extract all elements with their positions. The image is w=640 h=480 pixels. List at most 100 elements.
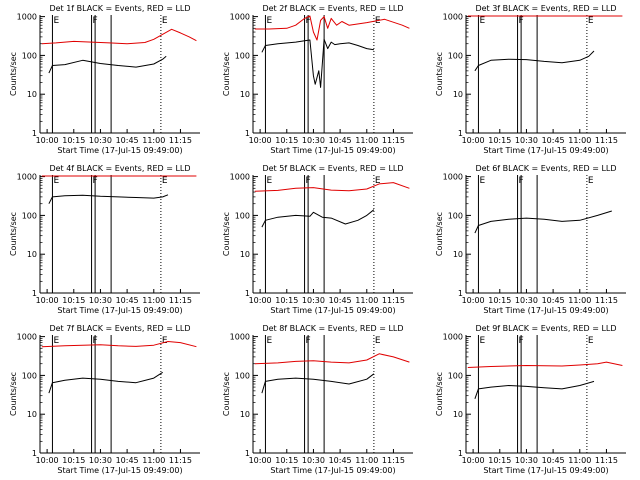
events-series-line <box>474 50 595 72</box>
x-tick-label: 11:00 <box>568 136 591 145</box>
y-tick-label: 10 <box>240 250 250 259</box>
x-tick-label: 10:30 <box>89 296 112 305</box>
time-marker-label: E <box>479 176 485 186</box>
x-tick-label: 11:15 <box>382 296 405 305</box>
y-tick-label: 1000 <box>443 333 463 342</box>
y-tick-label: 1 <box>32 129 37 138</box>
x-tick-label: 10:45 <box>116 296 139 305</box>
events-series-line <box>261 373 375 394</box>
x-tick-label: 10:45 <box>329 456 352 465</box>
events-series-line <box>474 210 612 234</box>
events-series-line <box>48 371 163 394</box>
x-tick-label: 11:15 <box>595 296 618 305</box>
y-tick-label: 1000 <box>230 333 250 342</box>
time-marker-label: E <box>479 336 485 346</box>
y-tick-label: 100 <box>22 211 37 220</box>
events-series-line <box>261 209 375 228</box>
x-tick-label: 10:45 <box>542 136 565 145</box>
x-tick-label: 10:30 <box>302 456 325 465</box>
x-tick-label: 11:00 <box>142 296 165 305</box>
y-axis-label: Counts/sec <box>9 52 18 96</box>
y-tick-label: 1 <box>32 289 37 298</box>
time-marker-label: E <box>375 336 381 346</box>
y-tick-label: 100 <box>448 211 463 220</box>
y-axis-label: Counts/sec <box>435 372 444 416</box>
x-tick-label: 11:15 <box>595 456 618 465</box>
lld-series-line <box>254 182 410 192</box>
x-tick-label: 10:15 <box>275 456 298 465</box>
y-tick-label: 10 <box>27 250 37 259</box>
x-tick-label: 11:00 <box>355 296 378 305</box>
y-axis-label: Counts/sec <box>9 212 18 256</box>
time-marker-label: E <box>375 176 381 186</box>
y-tick-label: 1 <box>458 449 463 458</box>
x-tick-label: 11:15 <box>595 136 618 145</box>
lld-series-line <box>41 28 197 45</box>
x-tick-label: 10:30 <box>515 456 538 465</box>
y-tick-label: 1000 <box>17 173 37 182</box>
x-tick-label: 10:15 <box>62 456 85 465</box>
x-axis-label: Start Time (17-Jul-15 09:49:00) <box>483 306 608 315</box>
events-series-line <box>48 55 167 74</box>
x-tick-label: 10:45 <box>116 136 139 145</box>
chart-title: Det 7f BLACK = Events, RED = LLD <box>49 324 190 333</box>
chart-title: Det 9f BLACK = Events, RED = LLD <box>475 324 616 333</box>
lld-series-line <box>254 15 410 41</box>
x-tick-label: 10:15 <box>488 456 511 465</box>
y-axis-label: Counts/sec <box>222 212 231 256</box>
x-tick-label: 10:45 <box>542 296 565 305</box>
x-axis-label: Start Time (17-Jul-15 09:49:00) <box>270 146 395 155</box>
time-marker-label: E <box>588 16 594 26</box>
y-axis-label: Counts/sec <box>435 52 444 96</box>
chart-panel: Det 6f BLACK = Events, RED = LLD 1 10 100 10… <box>435 164 626 315</box>
time-marker-label: E <box>479 16 485 26</box>
y-tick-label: 1 <box>458 129 463 138</box>
x-tick-label: 11:00 <box>568 296 591 305</box>
x-tick-label: 10:00 <box>462 456 485 465</box>
events-series-line <box>474 380 595 399</box>
x-tick-label: 11:15 <box>382 456 405 465</box>
chart-title: Det 3f BLACK = Events, RED = LLD <box>475 4 616 13</box>
y-tick-label: 10 <box>453 250 463 259</box>
time-marker-label: E <box>53 16 59 26</box>
events-series-line <box>261 38 374 88</box>
y-tick-label: 1 <box>245 129 250 138</box>
chart-panel: Det 4f BLACK = Events, RED = LLD 1 10 100 10… <box>9 164 200 315</box>
y-tick-label: 1 <box>245 289 250 298</box>
time-marker-label: E <box>162 176 168 186</box>
x-tick-label: 11:15 <box>382 136 405 145</box>
x-tick-label: 10:30 <box>515 136 538 145</box>
x-tick-label: 10:15 <box>62 296 85 305</box>
x-tick-label: 11:15 <box>169 136 192 145</box>
y-tick-label: 1 <box>458 289 463 298</box>
time-marker-label: E <box>588 336 594 346</box>
x-tick-label: 10:15 <box>62 136 85 145</box>
y-tick-label: 10 <box>240 90 250 99</box>
y-tick-label: 10 <box>27 90 37 99</box>
time-marker-label: E <box>53 176 59 186</box>
y-tick-label: 1 <box>32 449 37 458</box>
x-tick-label: 11:00 <box>142 456 165 465</box>
time-marker-label: E <box>53 336 59 346</box>
chart-panel: Det 8f BLACK = Events, RED = LLD 1 10 100 10… <box>222 324 413 475</box>
x-tick-label: 10:00 <box>462 296 485 305</box>
x-tick-label: 10:00 <box>36 456 59 465</box>
x-tick-label: 11:00 <box>142 136 165 145</box>
lld-series-line <box>41 341 197 348</box>
y-tick-label: 100 <box>235 51 250 60</box>
x-tick-label: 10:00 <box>36 136 59 145</box>
y-tick-label: 1000 <box>443 173 463 182</box>
chart-panel: Det 1f BLACK = Events, RED = LLD 1 10 100 10… <box>9 4 200 155</box>
time-marker-label: E <box>162 336 168 346</box>
lld-series-line <box>254 353 410 365</box>
time-marker-label: E <box>266 336 272 346</box>
y-tick-label: 100 <box>22 51 37 60</box>
x-axis-label: Start Time (17-Jul-15 09:49:00) <box>483 146 608 155</box>
x-tick-label: 10:30 <box>302 296 325 305</box>
chart-title: Det 1f BLACK = Events, RED = LLD <box>49 4 190 13</box>
chart-panel: Det 2f BLACK = Events, RED = LLD 1 10 100 10… <box>222 4 413 155</box>
chart-title: Det 5f BLACK = Events, RED = LLD <box>262 164 403 173</box>
lld-series-line <box>467 361 623 368</box>
time-marker-label: E <box>588 176 594 186</box>
